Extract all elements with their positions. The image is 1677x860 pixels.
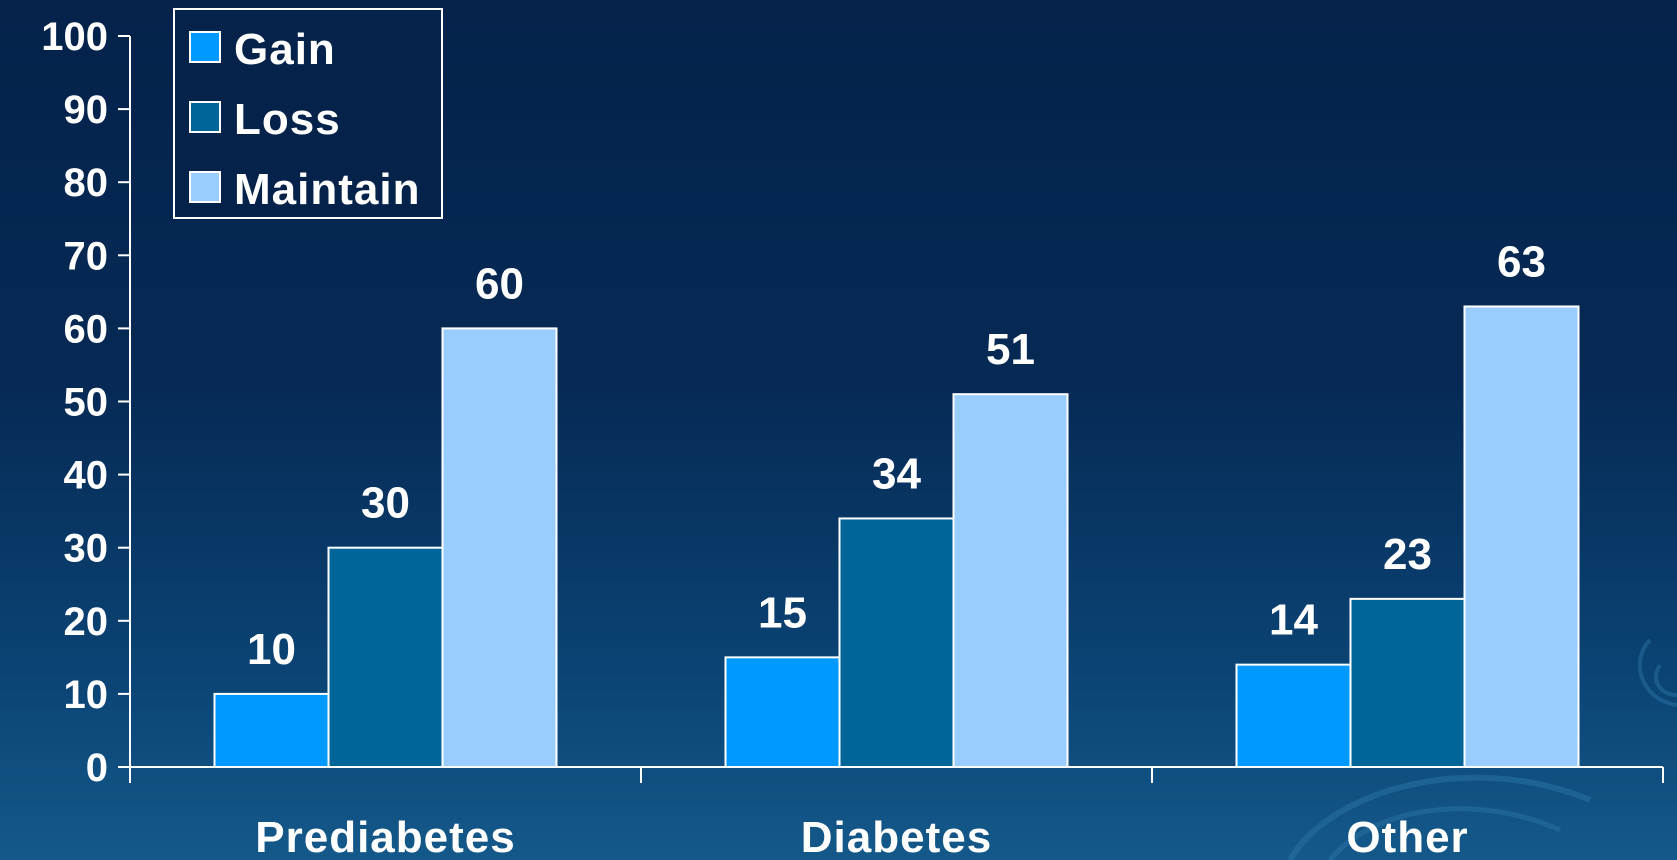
y-tick-label: 40 bbox=[64, 454, 109, 498]
bar-maintain-diabetes bbox=[952, 393, 1069, 768]
y-axis: 0 10 20 30 40 50 60 70 80 90 100 bbox=[41, 15, 131, 790]
y-tick-label: 20 bbox=[64, 600, 109, 644]
bar-gain-prediabetes bbox=[213, 692, 330, 769]
y-tick-label: 30 bbox=[64, 527, 109, 571]
y-tick-label: 0 bbox=[86, 746, 108, 790]
data-labels: 10 30 60 15 34 51 14 23 63 bbox=[247, 237, 1546, 673]
bar-loss-diabetes bbox=[838, 517, 955, 769]
bars bbox=[213, 305, 1580, 769]
data-label: 51 bbox=[986, 325, 1035, 374]
y-tick-label: 60 bbox=[64, 307, 109, 351]
bar-loss-prediabetes bbox=[327, 546, 444, 769]
legend-swatch-maintain bbox=[189, 171, 221, 203]
background-swirl-decoration bbox=[1287, 638, 1677, 860]
data-label: 23 bbox=[1383, 530, 1432, 579]
legend-swatch-loss bbox=[189, 101, 221, 133]
legend-label-loss: Loss bbox=[234, 95, 341, 144]
x-category-label: Diabetes bbox=[801, 813, 992, 860]
data-label: 30 bbox=[361, 479, 410, 528]
bar-loss-other bbox=[1349, 597, 1466, 768]
data-label: 34 bbox=[872, 449, 921, 498]
data-label: 14 bbox=[1269, 596, 1318, 645]
y-tick-label: 100 bbox=[41, 15, 108, 59]
bar-gain-diabetes bbox=[724, 656, 841, 768]
y-tick-label: 50 bbox=[64, 381, 109, 425]
bar-maintain-prediabetes bbox=[441, 327, 558, 768]
data-label: 60 bbox=[475, 259, 524, 308]
bar-maintain-other bbox=[1463, 305, 1580, 768]
legend-label-maintain: Maintain bbox=[234, 165, 420, 214]
bar-gain-other bbox=[1235, 663, 1352, 768]
data-label: 10 bbox=[247, 625, 296, 674]
y-tick-label: 90 bbox=[64, 88, 109, 132]
x-category-label: Prediabetes bbox=[255, 813, 515, 860]
legend-swatch-gain bbox=[189, 31, 221, 63]
x-category-label: Other bbox=[1346, 813, 1468, 860]
y-tick-label: 80 bbox=[64, 161, 109, 205]
data-label: 63 bbox=[1497, 237, 1546, 286]
legend-label-gain: Gain bbox=[234, 25, 336, 74]
y-tick-label: 10 bbox=[64, 673, 109, 717]
legend: Gain Loss Maintain bbox=[173, 8, 443, 219]
y-tick-label: 70 bbox=[64, 234, 109, 278]
data-label: 15 bbox=[758, 588, 807, 637]
